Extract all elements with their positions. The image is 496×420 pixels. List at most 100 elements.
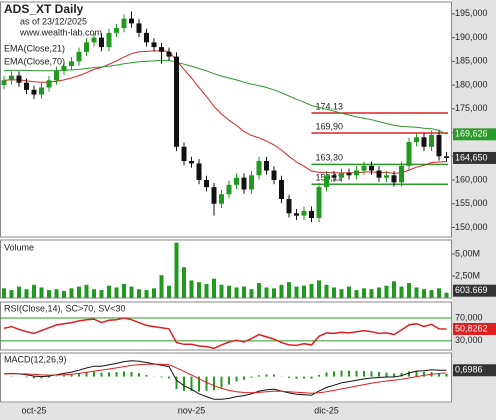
- bar: [429, 290, 434, 298]
- histogram-bar: [445, 373, 448, 377]
- histogram-bar: [258, 375, 260, 377]
- histogram-bar: [415, 371, 418, 377]
- y-tick-label: 175,000: [455, 103, 488, 113]
- histogram-bar: [213, 376, 215, 391]
- bar: [129, 286, 134, 298]
- histogram-bar: [333, 371, 335, 377]
- candle-body: [24, 82, 29, 90]
- histogram-bar: [138, 373, 140, 377]
- bar: [309, 283, 314, 298]
- bar: [182, 267, 186, 298]
- y-tick-label: 2,50M: [455, 270, 480, 280]
- bar: [392, 281, 396, 298]
- candle-body: [421, 137, 427, 147]
- candle-body: [241, 177, 247, 190]
- candle-body: [136, 23, 142, 33]
- panel-title: Volume: [4, 242, 34, 252]
- candle-body: [76, 51, 82, 62]
- last-value-label: 164,650: [455, 152, 488, 162]
- candle-body: [211, 187, 217, 204]
- bar: [407, 283, 411, 298]
- candle-body: [106, 32, 112, 48]
- candle-body: [204, 180, 209, 188]
- bar: [264, 287, 269, 298]
- bar: [354, 290, 359, 298]
- legend-entry: EMA(Close,21): [4, 43, 65, 53]
- histogram-bar: [303, 376, 305, 379]
- candle-body: [46, 80, 52, 88]
- candle-body: [54, 70, 59, 81]
- bar: [144, 290, 149, 298]
- bar: [227, 285, 231, 298]
- candle-body: [331, 175, 337, 178]
- histogram-bar: [93, 371, 95, 377]
- chart-source: www.wealth-lab.com: [19, 27, 102, 37]
- candle-body: [361, 165, 367, 171]
- last-value-label: 0,6986: [455, 365, 483, 375]
- histogram-bar: [363, 370, 365, 377]
- last-value-box: [453, 322, 496, 335]
- histogram-bar: [325, 372, 328, 377]
- x-tick-label: dic-25: [314, 405, 339, 415]
- y-tick-label: 5,00M: [455, 248, 480, 258]
- bar: [92, 289, 96, 298]
- bar: [137, 289, 141, 298]
- axis-strip: [452, 0, 496, 420]
- histogram-bar: [355, 370, 358, 377]
- histogram-bar: [438, 373, 440, 377]
- candle-body: [376, 170, 382, 178]
- candle-body: [414, 137, 419, 143]
- bar: [219, 284, 224, 298]
- candle-body: [346, 172, 352, 176]
- histogram-bar: [130, 371, 133, 377]
- histogram-bar: [190, 376, 193, 391]
- candle-body: [144, 32, 149, 43]
- candle-body: [271, 170, 277, 181]
- histogram-bar: [108, 372, 110, 377]
- series-line: [3, 363, 447, 394]
- histogram-bar: [40, 376, 43, 379]
- histogram-bar: [123, 371, 125, 377]
- bar: [317, 280, 321, 298]
- candle-body: [391, 175, 397, 183]
- candle-body: [189, 161, 194, 164]
- bar: [347, 286, 351, 298]
- bar: [174, 242, 179, 298]
- histogram-bar: [318, 374, 320, 377]
- candle-body: [61, 66, 67, 71]
- bar: [249, 289, 254, 298]
- last-value-label: 50,8262: [455, 323, 488, 333]
- bar: [189, 280, 194, 298]
- candle-body: [181, 146, 187, 162]
- y-tick-label: 70,000: [455, 312, 483, 322]
- candle-body: [196, 163, 202, 181]
- candle-body: [316, 187, 322, 219]
- level-label: 163,30: [316, 153, 344, 163]
- histogram-bar: [340, 370, 343, 377]
- candle-body: [234, 177, 239, 185]
- bar: [54, 289, 59, 298]
- panel-frame: [0, 301, 452, 351]
- bar: [24, 289, 29, 298]
- bar: [62, 290, 66, 298]
- bar: [437, 288, 441, 298]
- candle-body: [406, 142, 412, 166]
- histogram-bar: [205, 376, 208, 391]
- level-label: 174,13: [316, 101, 344, 111]
- candle-body: [399, 165, 404, 183]
- bar: [197, 282, 201, 298]
- candle-body: [256, 161, 262, 176]
- panel-title: MACD(12,26,9): [4, 354, 67, 364]
- candle-body: [39, 87, 44, 95]
- bar: [339, 289, 344, 298]
- histogram-bar: [168, 376, 170, 379]
- chart-subtitle: as of 23/12/2025: [20, 16, 87, 26]
- candle-body: [91, 37, 97, 43]
- histogram-bar: [115, 372, 118, 377]
- x-tick-label: oct-25: [21, 405, 46, 415]
- candle-body: [129, 18, 134, 24]
- candle-body: [226, 184, 232, 195]
- bar: [362, 288, 366, 298]
